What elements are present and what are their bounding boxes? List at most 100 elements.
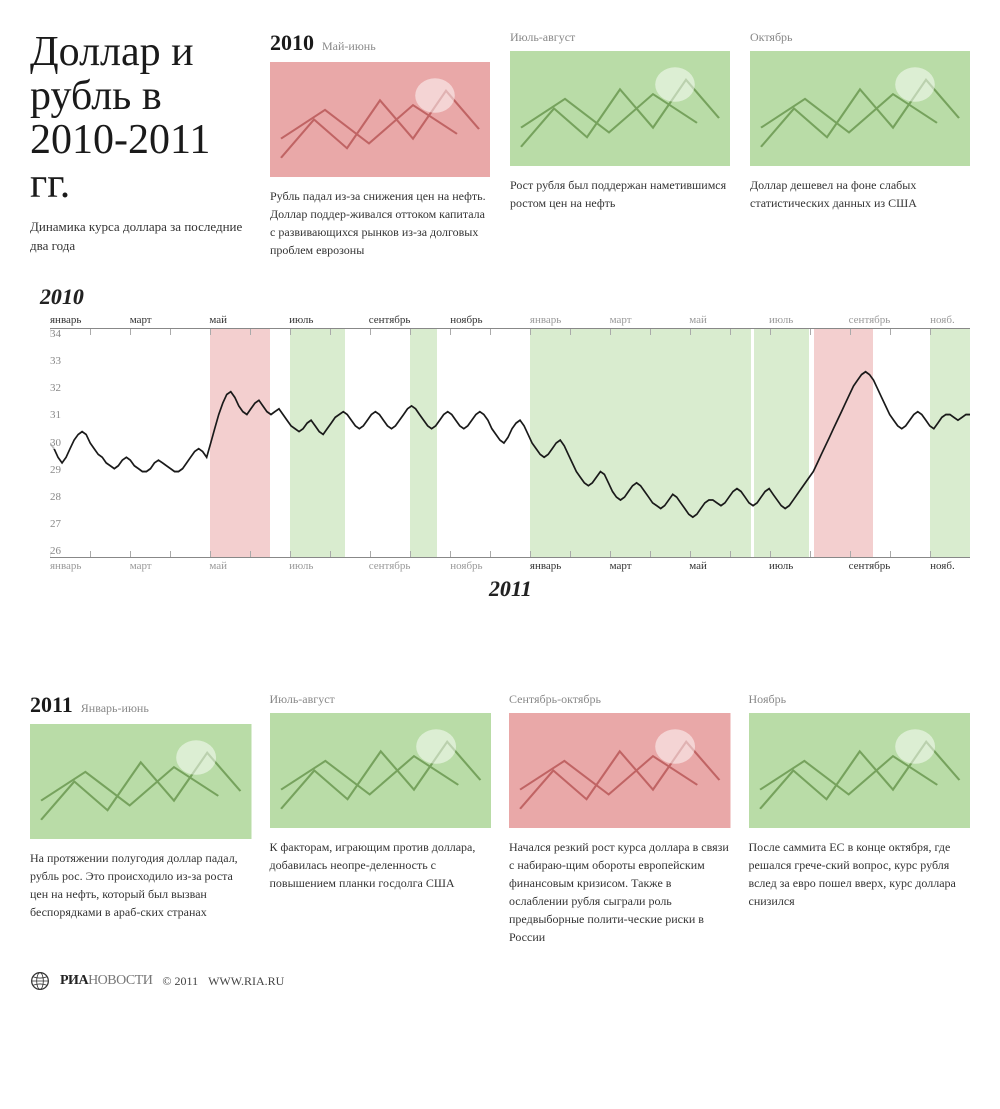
brand-thin: НОВОСТИ <box>88 973 152 988</box>
y-tick-label: 29 <box>50 465 63 476</box>
period-months: Июль-август <box>510 30 575 45</box>
period-text: Рост рубля был поддержан наметившимся ро… <box>510 176 730 212</box>
month-label <box>90 314 130 326</box>
axis-tick <box>530 551 570 557</box>
month-label <box>649 314 689 326</box>
period-year: 2011 <box>30 692 73 718</box>
month-label <box>729 314 769 326</box>
month-label <box>249 314 289 326</box>
month-label: март <box>610 560 650 572</box>
ria-logo: РИАНОВОСТИ <box>60 973 152 989</box>
period-months: Январь-июнь <box>81 701 149 716</box>
axis-tick <box>810 329 850 335</box>
period-text: Доллар дешевел на фоне слабых статистиче… <box>750 176 970 212</box>
period-months: Май-июнь <box>322 39 376 54</box>
month-label: сентябрь <box>849 560 891 572</box>
period-header: 2011 Январь-июнь <box>30 692 252 718</box>
period-image <box>749 713 971 828</box>
axis-tick <box>690 329 730 335</box>
period-card: Октябрь Доллар дешевел на фоне слабых ст… <box>750 30 970 259</box>
axis-tick <box>530 329 570 335</box>
axis-tick <box>490 551 530 557</box>
period-text: К факторам, играющим против доллара, доб… <box>270 838 492 892</box>
y-tick-label: 27 <box>50 519 63 530</box>
month-label <box>170 314 210 326</box>
axis-tick <box>130 329 170 335</box>
chart-area: 2010 январьмартмайиюльсентябрьноябрьянва… <box>30 284 970 602</box>
period-months: Ноябрь <box>749 692 787 707</box>
y-tick-label: 32 <box>50 383 63 394</box>
callout-dot <box>656 557 661 558</box>
callout-line <box>824 557 970 558</box>
month-label: январь <box>530 560 570 572</box>
globe-icon <box>30 971 50 991</box>
axis-tick <box>650 551 690 557</box>
month-label <box>490 560 530 572</box>
month-label <box>329 314 369 326</box>
y-tick-label: 26 <box>50 546 63 557</box>
callout-line <box>355 557 806 558</box>
period-header: Ноябрь <box>749 692 971 707</box>
axis-tick <box>410 329 450 335</box>
month-label <box>809 314 849 326</box>
axis-tick <box>130 551 170 557</box>
footer-url: WWW.RIA.RU <box>208 974 284 989</box>
callout-line <box>125 557 659 558</box>
axis-tick <box>890 329 930 335</box>
month-label <box>329 560 369 572</box>
top-periods-row: 2010 Май-июнь Рубль падал из-за снижения… <box>270 30 970 259</box>
period-card: Июль-август Рост рубля был поддержан нам… <box>510 30 730 259</box>
month-label: март <box>130 314 170 326</box>
month-label: июль <box>289 314 329 326</box>
month-label: июль <box>289 560 329 572</box>
axis-tick <box>650 329 690 335</box>
callout-dot <box>868 557 873 558</box>
axis-tick <box>410 551 450 557</box>
axis-tick <box>210 329 250 335</box>
chart-year-2011: 2011 <box>486 576 533 602</box>
axis-tick <box>770 551 810 557</box>
period-card: 2011 Январь-июнь На протяжении полугодия… <box>30 692 252 946</box>
period-text: Рубль падал из-за снижения цен на нефть.… <box>270 187 490 259</box>
month-label <box>90 560 130 572</box>
month-label <box>170 560 210 572</box>
period-text: Начался резкий рост курса доллара в связ… <box>509 838 731 946</box>
period-text: После саммита ЕС в конце октября, где ре… <box>749 838 971 910</box>
axis-tick <box>570 551 610 557</box>
period-header: 2010 Май-июнь <box>270 30 490 56</box>
y-tick-label: 30 <box>50 438 63 449</box>
chart-line <box>50 329 970 557</box>
bottom-periods-row: 2011 Январь-июнь На протяжении полугодия… <box>30 692 970 946</box>
copyright: © 2011 <box>162 974 198 989</box>
axis-tick <box>370 329 410 335</box>
month-label: май <box>689 560 729 572</box>
month-label: сентябрь <box>369 314 411 326</box>
period-months: Сентябрь-октябрь <box>509 692 601 707</box>
period-header: Июль-август <box>270 692 492 707</box>
callout-dot <box>804 557 809 558</box>
axis-tick <box>930 329 970 335</box>
month-label <box>410 560 450 572</box>
y-tick-label: 31 <box>50 410 63 421</box>
axis-tick <box>690 551 730 557</box>
period-image <box>510 51 730 166</box>
tick-row-top <box>50 329 970 335</box>
y-tick-label: 28 <box>50 492 63 503</box>
y-tick-label: 33 <box>50 356 63 367</box>
axis-tick <box>170 551 210 557</box>
period-card: 2010 Май-июнь Рубль падал из-за снижения… <box>270 30 490 259</box>
callout-dot <box>969 557 970 558</box>
top-row: Доллар и рубль в 2010-2011 гг. Динамика … <box>30 30 970 259</box>
month-label: май <box>689 314 729 326</box>
axis-tick <box>250 551 290 557</box>
axis-tick <box>90 551 130 557</box>
month-label <box>570 314 610 326</box>
period-year: 2010 <box>270 30 314 56</box>
axis-tick <box>810 551 850 557</box>
month-label: июль <box>769 560 809 572</box>
axis-tick <box>290 551 330 557</box>
month-label: июль <box>769 314 809 326</box>
axis-tick <box>570 329 610 335</box>
axis-tick <box>370 551 410 557</box>
month-label: ноябрь <box>450 314 490 326</box>
